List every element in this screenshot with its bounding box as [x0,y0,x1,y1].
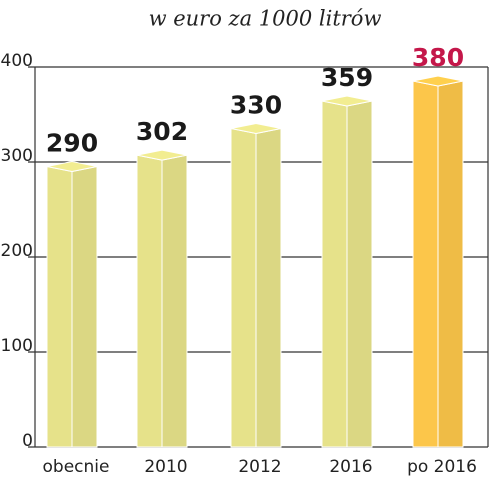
x-tick-label: po 2016 [407,457,477,477]
y-tick-label: 100 [1,336,33,356]
bar [46,160,98,448]
data-label: 290 [46,129,98,158]
bar-left-face [136,154,163,448]
bar-top [230,122,282,135]
bar-top [321,95,373,107]
x-tick-label: 2016 [329,457,372,477]
bar-right-face [161,154,188,448]
y-tick-label: 0 [22,431,33,451]
chart-title: w euro za 1000 litrów [149,7,382,31]
x-tick-label: 2010 [144,457,187,477]
bar-left-face [46,165,73,448]
bar-right-face [71,165,98,448]
bar-right-face [437,80,464,448]
bar [412,75,464,448]
y-tick-label: 300 [1,146,33,166]
bar-top [136,149,188,161]
bar-right-face [255,127,282,448]
bar-left-face [321,100,348,448]
data-label: 302 [136,117,188,146]
data-label: 380 [412,43,464,72]
bar-top [412,75,464,87]
bar [230,122,282,448]
bar-left-face [230,127,257,448]
x-tick-label: obecnie [43,457,110,477]
data-label: 359 [321,63,373,92]
bar-left-face [412,80,439,448]
bar [136,149,188,448]
x-tick-label: 2012 [238,457,281,477]
bar-right-face [346,100,373,448]
data-label: 330 [230,91,282,120]
bar-top [46,160,98,173]
bar [321,95,373,448]
y-tick-label: 400 [1,51,33,71]
y-tick-label: 200 [1,241,33,261]
